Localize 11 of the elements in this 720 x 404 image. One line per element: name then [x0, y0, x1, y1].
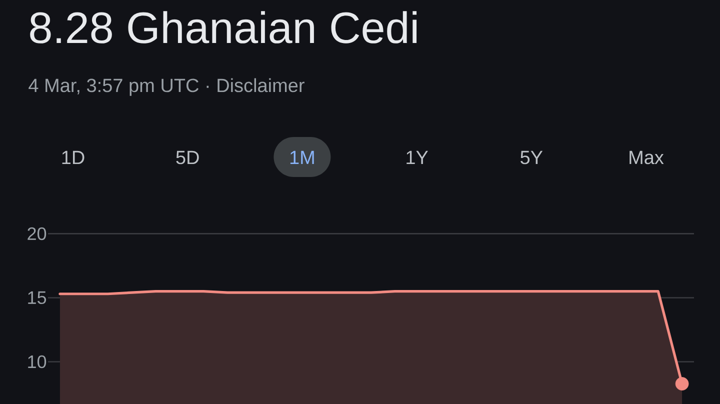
y-tick-label: 20 [28, 227, 46, 240]
text: 1M [290, 150, 314, 164]
y-tick-label: 10 [28, 355, 46, 368]
chart-subtitle: 4 Mar, 3:57 pm UTC · Disclaimer [28, 78, 304, 96]
text: 1Y [406, 150, 428, 164]
y-tick-label: 15 [28, 291, 46, 304]
chart-title: 8.28 Ghanaian Cedi [30, 11, 417, 44]
text: 5Y [520, 150, 543, 164]
text: 5D [176, 150, 199, 164]
text: 1D [62, 150, 84, 164]
text: Max [630, 150, 664, 164]
